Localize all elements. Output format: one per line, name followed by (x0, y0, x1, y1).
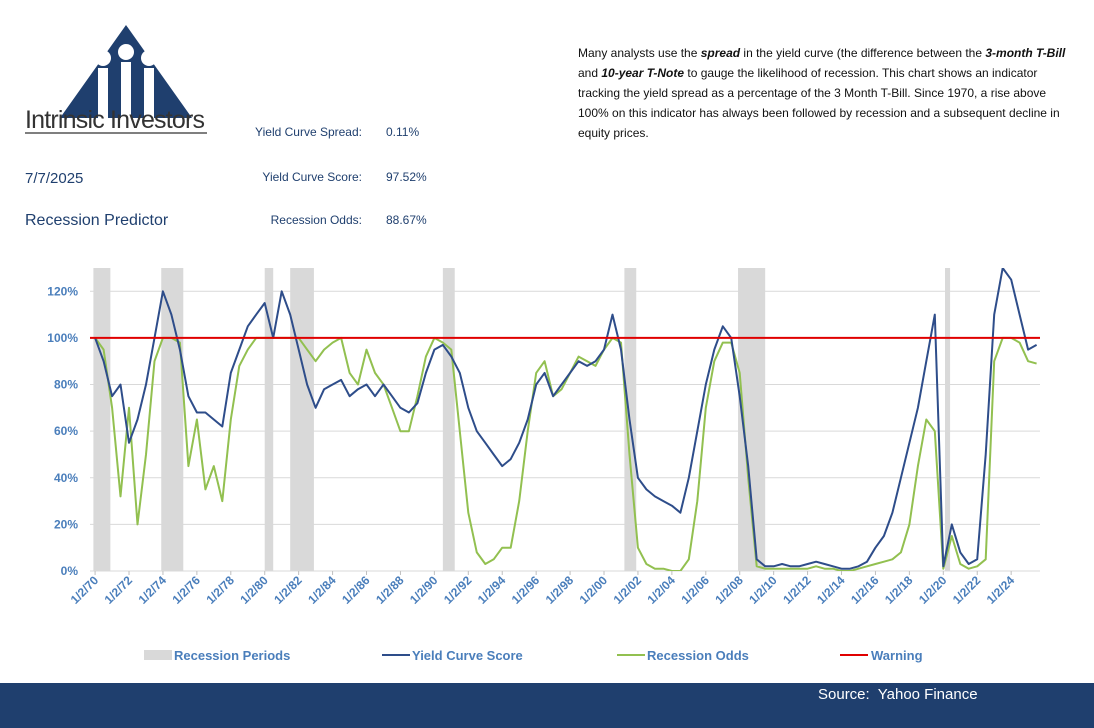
series-line (94, 336, 1037, 571)
x-tick-label: 1/2/06 (678, 573, 712, 607)
plot-lines (94, 268, 1038, 571)
x-tick-label: 1/2/90 (407, 573, 441, 607)
footer-bar: Source: Yahoo Finance (0, 683, 1094, 728)
description: Many analysts use the spread in the yiel… (578, 43, 1073, 143)
legend-label: Warning (871, 648, 923, 663)
x-tick-label: 1/2/72 (102, 573, 136, 607)
recession-band (93, 268, 111, 571)
y-tick-label: 120% (47, 284, 78, 298)
y-tick-label: 40% (54, 471, 78, 485)
logo-circle (95, 50, 111, 66)
source: Source: Yahoo Finance (818, 686, 978, 703)
x-tick-label: 1/2/08 (712, 573, 746, 607)
recession-band (290, 268, 314, 571)
description-text: and (578, 66, 602, 80)
x-tick-label: 1/2/20 (916, 573, 950, 607)
x-tick-label: 1/2/22 (950, 573, 984, 607)
x-tick-label: 1/2/74 (136, 573, 170, 607)
metric-value: 0.11% (386, 125, 420, 139)
y-tick-label: 80% (54, 378, 78, 392)
x-tick-label: 1/2/96 (509, 573, 543, 607)
x-tick-label: 1/2/98 (543, 573, 577, 607)
x-tick-label: 1/2/10 (746, 573, 780, 607)
recession-band (161, 268, 184, 571)
x-tick-label: 1/2/82 (271, 573, 305, 607)
recession-band (442, 268, 455, 571)
legend-label: Yield Curve Score (412, 648, 523, 663)
x-tick-label: 1/2/70 (68, 573, 102, 607)
logo-bar (121, 62, 131, 118)
x-tick-label: 1/2/88 (373, 573, 407, 607)
legend-label: Recession Periods (174, 648, 290, 663)
recession-band (945, 268, 951, 571)
y-tick-label: 0% (61, 564, 79, 578)
chart: 0% 20% 40% 60% 80% 100% 120% 1/2/70 1/2/72 1/2/74… (47, 268, 1040, 663)
logo-text: Intrinsic Investors (25, 106, 205, 134)
x-tick-label: 1/2/12 (780, 573, 814, 607)
metric-label: Yield Curve Score: (262, 170, 362, 184)
y-tick-label: 60% (54, 424, 78, 438)
series-line (94, 268, 1038, 570)
x-tick-label: 1/2/92 (441, 573, 475, 607)
x-tick-label: 1/2/78 (203, 573, 237, 607)
x-tick-label: 1/2/94 (475, 573, 509, 607)
x-tick-label: 1/2/80 (237, 573, 271, 607)
y-tick-label: 100% (47, 331, 78, 345)
logo: Intrinsic Investors (25, 25, 207, 134)
x-tick-label: 1/2/76 (169, 573, 203, 607)
description-text: to gauge the likelihood of recession. Th… (578, 66, 1060, 140)
description-text: 3-month T-Bill (985, 46, 1066, 60)
metric-value: 88.67% (386, 213, 427, 227)
x-tick-label: 1/2/84 (305, 573, 339, 607)
logo-circle (118, 44, 134, 60)
metric-label: Recession Odds: (270, 213, 362, 227)
metric-label: Yield Curve Spread: (255, 125, 362, 139)
x-tick-label: 1/2/14 (814, 573, 848, 607)
date: 7/7/2025 (25, 170, 84, 187)
description-text: 10-year T-Note (601, 66, 685, 80)
legend-label: Recession Odds (647, 648, 749, 663)
description-text: in the yield curve (the difference betwe… (740, 46, 986, 60)
y-tick-label: 20% (54, 517, 78, 531)
description-text: Many analysts use the (578, 46, 701, 60)
legend-swatch (144, 650, 172, 660)
metric-value: 97.52% (386, 170, 427, 184)
x-tick-label: 1/2/18 (882, 573, 916, 607)
description-text: spread (700, 46, 741, 60)
recession-band (264, 268, 274, 571)
x-tick-label: 1/2/24 (984, 573, 1018, 607)
x-tick-label: 1/2/02 (611, 573, 645, 607)
x-tick-label: 1/2/16 (848, 573, 882, 607)
logo-circle (141, 50, 157, 66)
x-tick-label: 1/2/00 (577, 573, 611, 607)
logo-bar (98, 68, 108, 118)
title: Recession Predictor (25, 212, 169, 229)
logo-bar (144, 68, 154, 118)
x-tick-label: 1/2/86 (339, 573, 373, 607)
x-tick-label: 1/2/04 (644, 573, 678, 607)
